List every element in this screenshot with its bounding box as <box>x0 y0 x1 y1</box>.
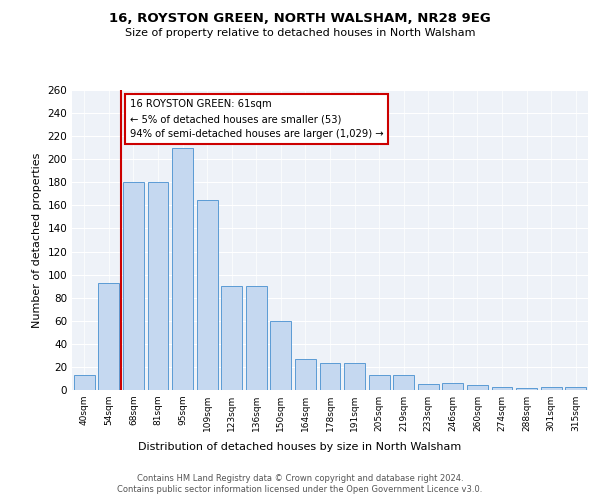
Bar <box>344 364 365 390</box>
Bar <box>467 386 488 390</box>
Bar <box>172 148 193 390</box>
Bar <box>541 386 562 390</box>
Bar <box>565 386 586 390</box>
Bar <box>98 282 119 390</box>
Bar <box>74 375 95 390</box>
Bar <box>442 383 463 390</box>
Bar <box>368 375 389 390</box>
Text: 16, ROYSTON GREEN, NORTH WALSHAM, NR28 9EG: 16, ROYSTON GREEN, NORTH WALSHAM, NR28 9… <box>109 12 491 26</box>
Bar <box>393 375 414 390</box>
Bar <box>418 384 439 390</box>
Bar <box>516 388 537 390</box>
Text: Contains HM Land Registry data © Crown copyright and database right 2024.: Contains HM Land Registry data © Crown c… <box>137 474 463 483</box>
Bar <box>320 364 340 390</box>
Text: Contains public sector information licensed under the Open Government Licence v3: Contains public sector information licen… <box>118 485 482 494</box>
Bar <box>491 386 512 390</box>
Y-axis label: Number of detached properties: Number of detached properties <box>32 152 42 328</box>
Bar <box>246 286 267 390</box>
Text: Size of property relative to detached houses in North Walsham: Size of property relative to detached ho… <box>125 28 475 38</box>
Bar <box>123 182 144 390</box>
Text: 16 ROYSTON GREEN: 61sqm
← 5% of detached houses are smaller (53)
94% of semi-det: 16 ROYSTON GREEN: 61sqm ← 5% of detached… <box>130 99 383 139</box>
Bar <box>295 359 316 390</box>
Bar <box>221 286 242 390</box>
Text: Distribution of detached houses by size in North Walsham: Distribution of detached houses by size … <box>139 442 461 452</box>
Bar <box>271 321 292 390</box>
Bar <box>197 200 218 390</box>
Bar <box>148 182 169 390</box>
